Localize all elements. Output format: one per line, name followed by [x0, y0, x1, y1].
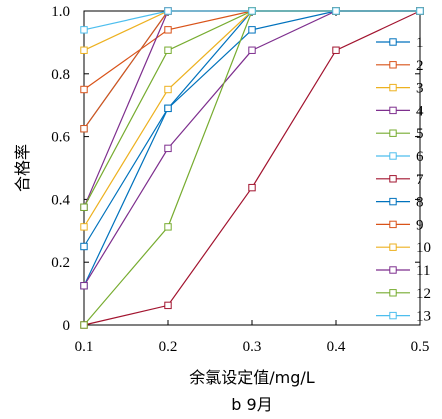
- x-axis-title: 余氯设定值/mg/L: [189, 368, 315, 387]
- legend-swatch-marker: [389, 129, 397, 137]
- legend-label: 2: [416, 58, 424, 74]
- legend-swatch-marker: [389, 106, 397, 115]
- y-tick-label: 0.6: [51, 130, 70, 146]
- legend-label: 1: [416, 35, 424, 51]
- legend-item: 2: [376, 58, 424, 74]
- y-tick-label: 0.4: [51, 192, 70, 208]
- legend-swatch-marker: [389, 38, 397, 46]
- legend-label: 13: [416, 309, 431, 325]
- legend-label: 5: [416, 126, 424, 142]
- data-point: [164, 144, 172, 153]
- data-point: [80, 203, 88, 211]
- series-10: [80, 7, 424, 231]
- legend-label: 8: [416, 195, 424, 211]
- plot-area: 0 0.2 0.4 0.6 0.8 1.0 0.1 0.2 0.3 0.4 0.5: [51, 4, 429, 355]
- data-point: [164, 301, 172, 310]
- legend-label: 12: [416, 286, 431, 302]
- legend-swatch-marker: [389, 83, 397, 92]
- data-point: [416, 7, 424, 15]
- legend-item: 7: [376, 172, 424, 188]
- series-line-4: [83, 10, 420, 208]
- x-tick-label: 0.2: [159, 339, 178, 355]
- legend-item: 4: [376, 103, 424, 119]
- series-line-5: [83, 10, 420, 208]
- data-point: [248, 26, 256, 34]
- legend-label: 10: [416, 240, 431, 256]
- data-point: [332, 7, 340, 15]
- data-point: [164, 223, 172, 231]
- legend-label: 3: [416, 81, 424, 97]
- y-axis-title: 合格率: [13, 144, 32, 192]
- legend-item: 5: [376, 126, 424, 142]
- legend-item: 13: [376, 309, 431, 325]
- figure-caption: b 9月: [231, 395, 272, 414]
- legend-item: 9: [376, 217, 424, 233]
- series-lines: [80, 7, 424, 329]
- data-point: [164, 104, 172, 113]
- data-point: [80, 85, 88, 94]
- legend-item: 10: [376, 240, 431, 256]
- legend-label: 4: [416, 103, 424, 119]
- data-point: [164, 85, 172, 94]
- legend-item: 3: [376, 81, 424, 97]
- x-tick-label: 0.3: [243, 339, 262, 355]
- data-point: [164, 46, 172, 54]
- series-5: [80, 7, 424, 211]
- data-point: [80, 26, 88, 34]
- legend-swatch-marker: [389, 220, 397, 229]
- legend-swatch-marker: [389, 243, 397, 251]
- legend-label: 6: [416, 149, 424, 165]
- data-point: [80, 223, 88, 231]
- series-line-1: [83, 10, 420, 247]
- y-axis-ticks: 0 0.2 0.4 0.6 0.8 1.0: [51, 4, 420, 334]
- legend-swatch-marker: [389, 197, 397, 206]
- series-13: [80, 7, 424, 34]
- data-point: [332, 46, 340, 54]
- legend-swatch-marker: [389, 152, 397, 160]
- data-point: [164, 7, 172, 15]
- legend-item: 1: [376, 35, 424, 51]
- y-tick-label: 0.8: [51, 67, 70, 83]
- x-tick-label: 0.5: [411, 339, 430, 355]
- data-point: [80, 321, 88, 329]
- x-tick-label: 0.4: [327, 339, 346, 355]
- y-tick-label: 0: [63, 318, 71, 334]
- series-line-10: [83, 10, 420, 228]
- series-4: [80, 7, 424, 211]
- x-tick-label: 0.1: [75, 339, 94, 355]
- legend-label: 7: [416, 172, 424, 188]
- data-point: [248, 183, 256, 192]
- data-point: [80, 46, 88, 54]
- legend-swatch-marker: [389, 289, 397, 297]
- legend-swatch-marker: [389, 175, 397, 183]
- legend-swatch-marker: [389, 311, 397, 320]
- legend-swatch-marker: [389, 61, 397, 69]
- y-tick-label: 1.0: [51, 4, 70, 20]
- legend-item: 12: [376, 286, 431, 302]
- legend-swatch-marker: [389, 266, 397, 274]
- data-point: [80, 282, 88, 290]
- y-tick-label: 0.2: [51, 255, 70, 271]
- data-point: [164, 26, 172, 34]
- x-axis-ticks: 0.1 0.2 0.3 0.4 0.5: [75, 11, 430, 355]
- data-point: [80, 242, 88, 251]
- legend-item: 6: [376, 149, 424, 165]
- legend-item: 8: [376, 195, 424, 211]
- data-point: [80, 125, 88, 133]
- data-point: [248, 7, 256, 15]
- legend-label: 11: [416, 263, 430, 279]
- data-point: [248, 46, 256, 54]
- legend-label: 9: [416, 217, 424, 233]
- legend-item: 11: [376, 263, 430, 279]
- series-1: [80, 7, 424, 251]
